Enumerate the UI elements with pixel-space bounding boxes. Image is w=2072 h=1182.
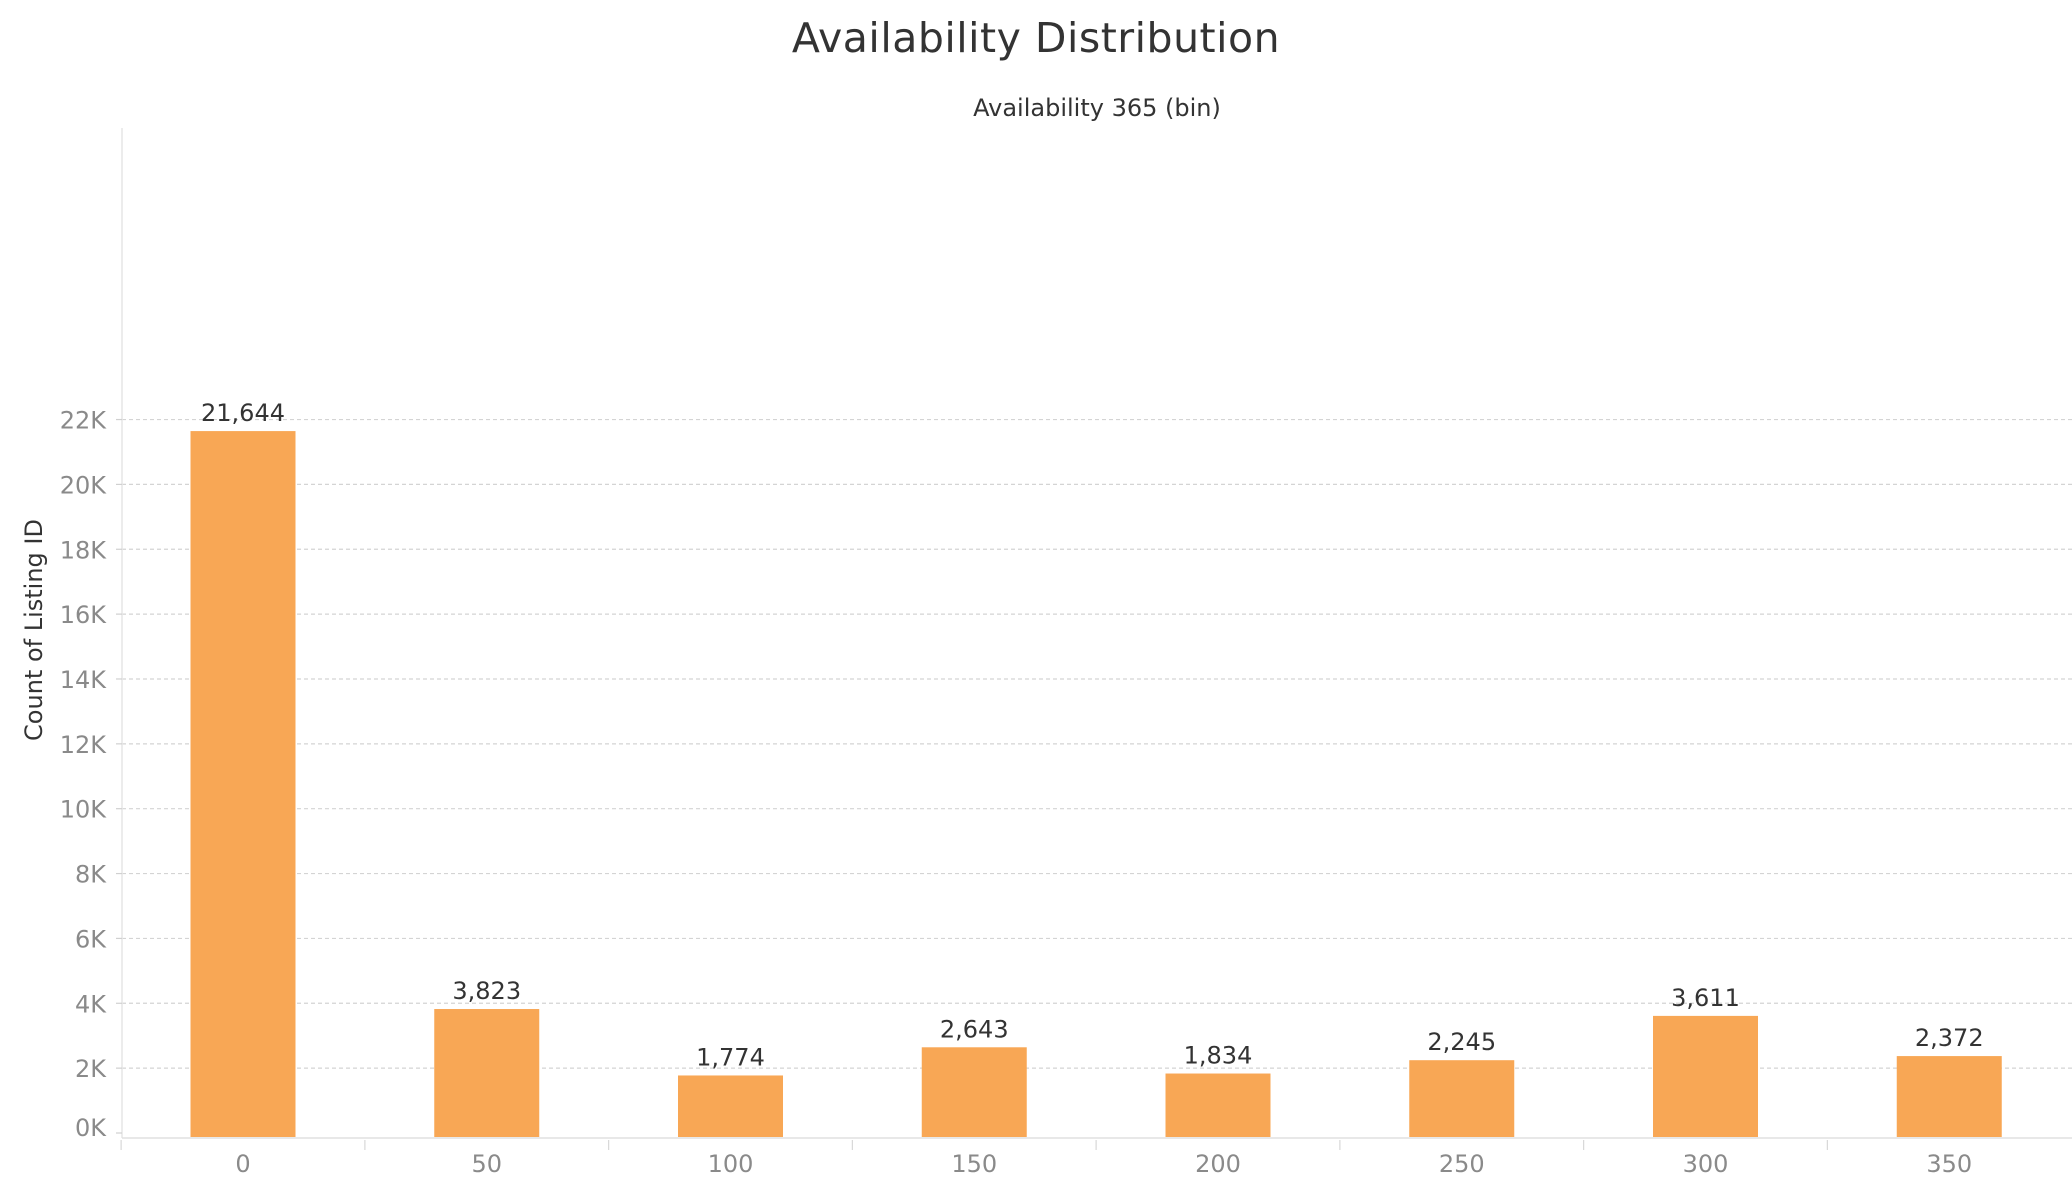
x-tick-label-150: 150: [951, 1150, 997, 1178]
x-tick-label-350: 350: [1926, 1150, 1972, 1178]
y-axis-title: Count of Listing ID: [20, 519, 48, 741]
bar-250[interactable]: [1409, 1060, 1514, 1137]
y-tick-label: 10K: [60, 796, 108, 824]
x-tick-labels: 0 50 100 150 200 250 300 350: [235, 1150, 1972, 1178]
y-tick-label: 14K: [60, 666, 108, 694]
y-tick-label: 20K: [60, 471, 108, 499]
bar-350[interactable]: [1897, 1056, 2002, 1137]
x-axis-title: Availability 365 (bin): [973, 94, 1221, 122]
data-label-300: 3,611: [1671, 984, 1740, 1012]
data-labels: 21,644 3,823 1,774 2,643 1,834 2,245 3,611 2,37…: [201, 399, 1984, 1071]
bars: [191, 431, 2002, 1137]
bar-0[interactable]: [191, 431, 296, 1137]
y-tick-label: 22K: [60, 407, 108, 435]
x-tick-label-250: 250: [1439, 1150, 1485, 1178]
data-label-50: 3,823: [452, 977, 521, 1005]
y-tick-labels: 0K 2K 4K 6K 8K 10K 12K 14K 16K 18K 20K 22K: [60, 407, 108, 1142]
data-label-100: 1,774: [696, 1043, 765, 1071]
data-label-350: 2,372: [1915, 1024, 1984, 1052]
y-tick-label: 16K: [60, 601, 108, 629]
bar-200[interactable]: [1166, 1074, 1271, 1137]
x-tick-label-300: 300: [1683, 1150, 1729, 1178]
data-label-150: 2,643: [940, 1015, 1009, 1043]
y-tick-label: 6K: [75, 925, 107, 953]
x-tick-label-100: 100: [708, 1150, 754, 1178]
data-label-250: 2,245: [1427, 1028, 1496, 1056]
y-tick-label: 18K: [60, 536, 108, 564]
bar-100[interactable]: [678, 1075, 783, 1137]
data-label-200: 1,834: [1184, 1042, 1253, 1070]
axes: [116, 128, 2072, 1150]
y-tick-label: 4K: [75, 990, 107, 1018]
y-tick-label: 8K: [75, 861, 107, 889]
bar-50[interactable]: [434, 1009, 539, 1137]
x-tick-label-200: 200: [1195, 1150, 1241, 1178]
bar-300[interactable]: [1653, 1016, 1758, 1137]
y-tick-label: 2K: [75, 1055, 107, 1083]
gridlines: [122, 420, 2072, 1069]
bar-150[interactable]: [922, 1047, 1027, 1137]
x-tick-label-0: 0: [235, 1150, 250, 1178]
y-tick-label: 0K: [75, 1114, 107, 1142]
data-label-0: 21,644: [201, 399, 285, 427]
y-tick-label: 12K: [60, 731, 108, 759]
x-tick-label-50: 50: [471, 1150, 502, 1178]
